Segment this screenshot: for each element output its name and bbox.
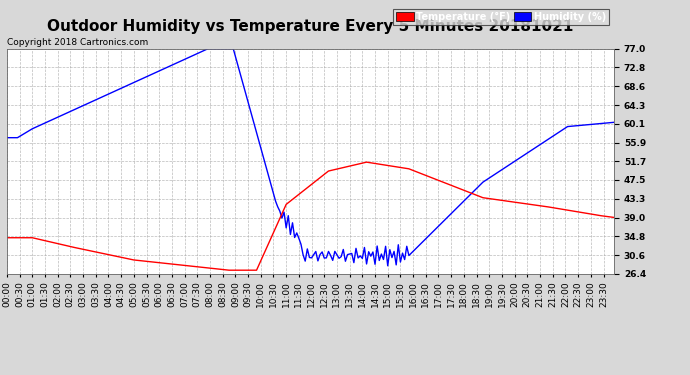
Legend: Temperature (°F), Humidity (%): Temperature (°F), Humidity (%): [393, 9, 609, 24]
Text: Copyright 2018 Cartronics.com: Copyright 2018 Cartronics.com: [7, 38, 148, 47]
Text: Outdoor Humidity vs Temperature Every 5 Minutes 20181021: Outdoor Humidity vs Temperature Every 5 …: [48, 19, 573, 34]
